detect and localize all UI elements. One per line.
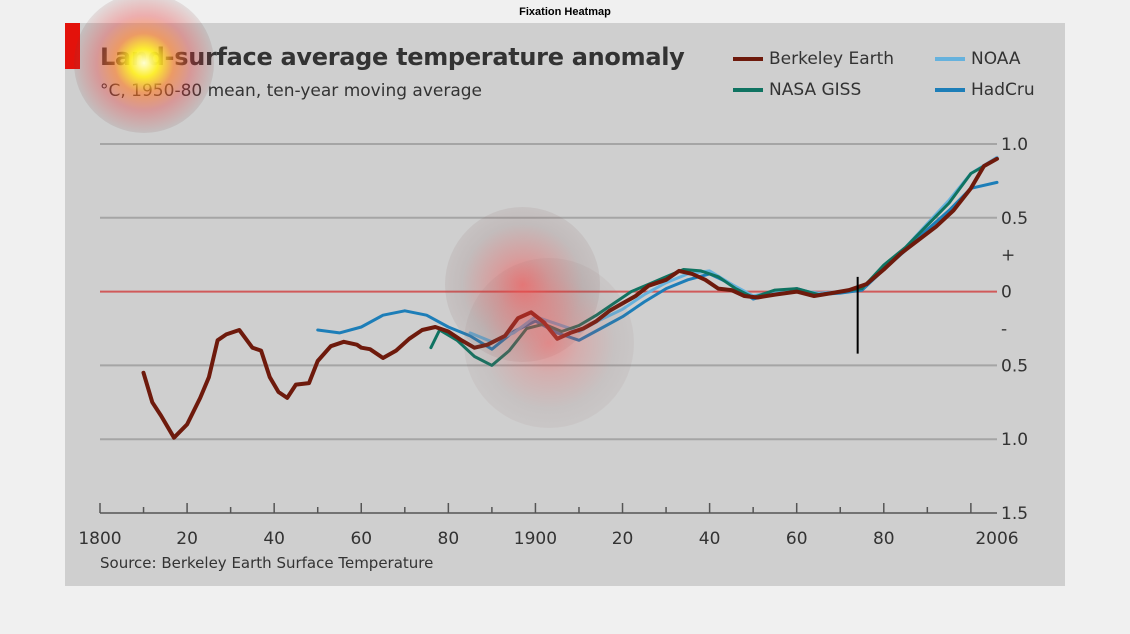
x-tick-label-4: 80 (438, 529, 460, 549)
y-tick-label-7: 1.5 (1001, 504, 1028, 524)
x-tick-label-8: 60 (786, 529, 808, 549)
x-tick-label-10: 2006 (975, 529, 1018, 549)
x-tick-label-7: 40 (699, 529, 721, 549)
y-tick-label-5: 0.5 (1001, 356, 1028, 376)
figure-title: Fixation Heatmap (0, 6, 1130, 18)
series-line-noaa (470, 157, 997, 341)
y-tick-label-4: - (1001, 320, 1007, 340)
x-tick-label-3: 60 (350, 529, 372, 549)
y-tick-label-1: 0.5 (1001, 209, 1028, 229)
chart-panel: Land-surface average temperature anomaly… (65, 23, 1065, 586)
x-tick-label-2: 40 (263, 529, 285, 549)
y-tick-label-3: 0 (1001, 283, 1012, 303)
y-tick-label-2: + (1001, 246, 1015, 266)
source-note: Source: Berkeley Earth Surface Temperatu… (100, 554, 433, 572)
series-line-hadcru (318, 182, 997, 349)
x-tick-label-1: 20 (176, 529, 198, 549)
x-tick-label-5: 1900 (514, 529, 557, 549)
temperature-chart: 1.0 0.5 +0 - 0.5 1.0 1.5 1800 20 40 60 80 1900 20 40 60… (65, 23, 1065, 586)
x-tick-label-0: 1800 (78, 529, 121, 549)
series-line-berkeley-earth (144, 159, 998, 438)
y-tick-label-0: 1.0 (1001, 135, 1028, 155)
y-tick-label-6: 1.0 (1001, 430, 1028, 450)
series-line-nasa-giss (431, 159, 997, 366)
x-tick-label-9: 80 (873, 529, 895, 549)
x-tick-label-6: 20 (612, 529, 634, 549)
